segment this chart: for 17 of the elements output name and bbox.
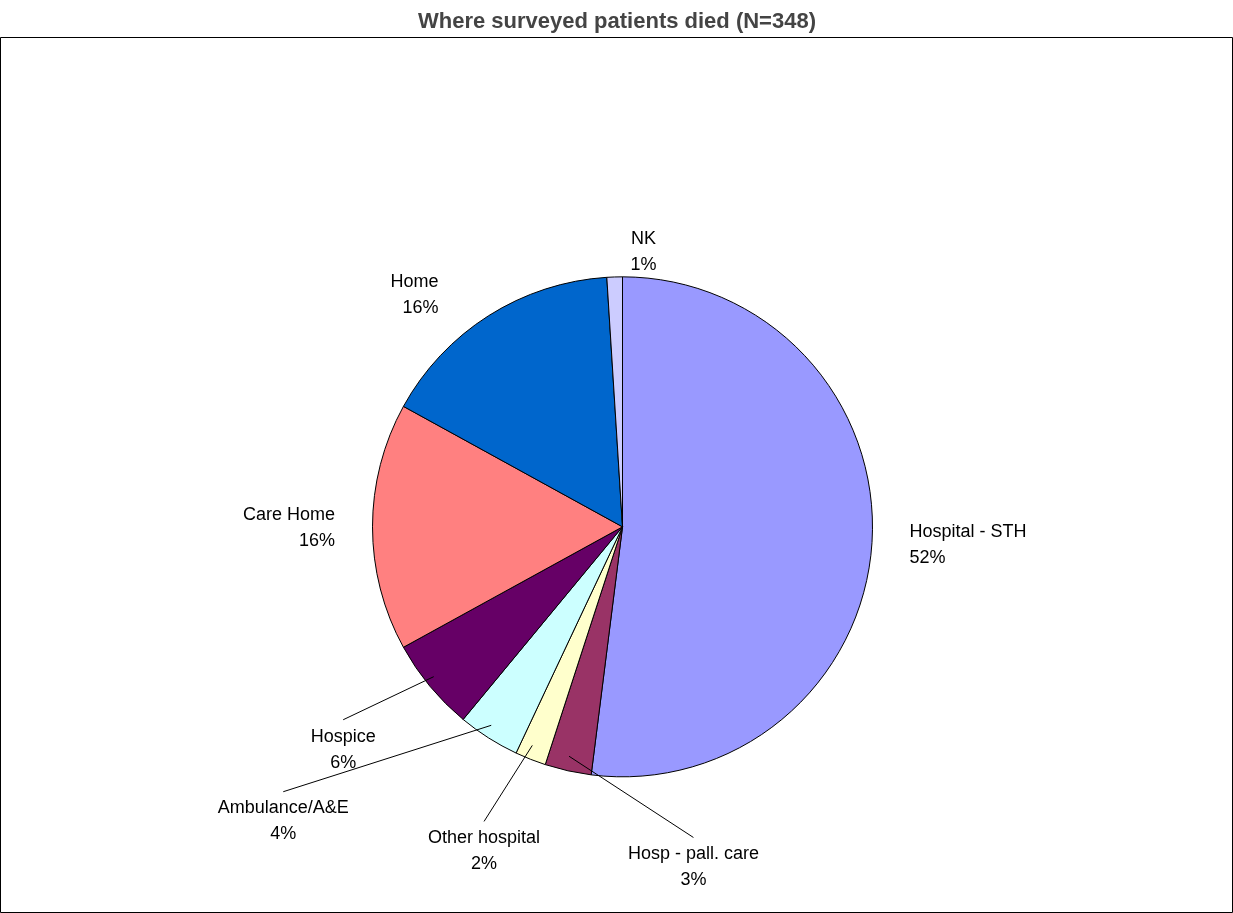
data-label: 16% <box>298 529 335 550</box>
data-label: 4% <box>270 823 297 844</box>
chart-title: Where surveyed patients died (N=348) <box>418 7 816 33</box>
slice-label: NK <box>630 228 656 249</box>
slice-label: Care Home <box>242 503 335 524</box>
slice-label: Hospice <box>310 725 376 746</box>
slice-label: Ambulance/A&E <box>217 797 349 818</box>
data-label: 2% <box>471 853 498 874</box>
slice-label: Hospital - STH <box>909 521 1027 542</box>
slice-label: Other hospital <box>428 827 541 848</box>
data-label: 52% <box>909 547 946 568</box>
slice-label: Hosp - pall. care <box>627 843 759 864</box>
data-label: 3% <box>680 869 707 890</box>
data-label: 6% <box>330 751 357 772</box>
data-label: 1% <box>630 254 657 275</box>
data-label: 16% <box>402 296 439 317</box>
slice-label: Home <box>390 270 439 291</box>
